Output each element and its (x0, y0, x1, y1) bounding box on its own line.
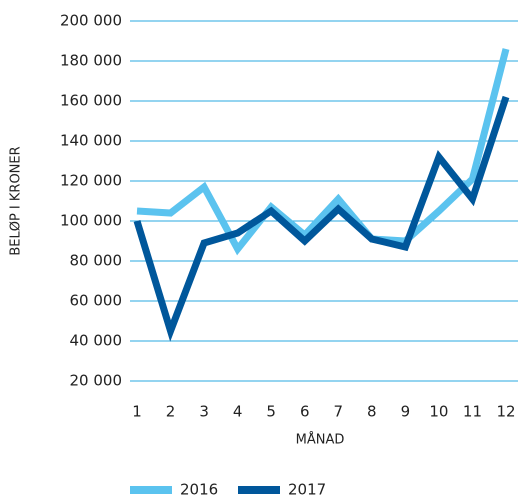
x-tick-label: 11 (463, 403, 482, 421)
y-tick-label: 20 000 (70, 372, 123, 390)
y-tick-label: 40 000 (70, 332, 123, 350)
y-tick-label: 200 000 (60, 12, 122, 30)
legend-label: 2016 (180, 481, 218, 499)
y-tick-label: 100 000 (60, 212, 122, 230)
y-tick-label: 160 000 (60, 92, 122, 110)
x-tick-label: 10 (429, 403, 448, 421)
legend-swatch (130, 486, 172, 494)
x-axis-label: MÅNAD (296, 432, 345, 448)
y-tick-label: 80 000 (70, 252, 123, 270)
y-tick-label: 140 000 (60, 132, 122, 150)
line-series (133, 95, 510, 342)
legend-label: 2017 (288, 481, 326, 499)
x-tick-label: 12 (496, 403, 515, 421)
x-tick-label: 6 (300, 403, 310, 421)
y-tick-label: 180 000 (60, 52, 122, 70)
x-tick-label: 9 (401, 403, 411, 421)
x-tick-label: 5 (266, 403, 276, 421)
x-tick-label: 1 (132, 403, 142, 421)
x-tick-label: 2 (166, 403, 176, 421)
x-tick-label: 8 (367, 403, 377, 421)
y-axis-label: BELØP I KRONER (9, 146, 24, 255)
x-tick-label: 3 (199, 403, 209, 421)
y-tick-label: 120 000 (60, 172, 122, 190)
line-series (136, 48, 510, 256)
y-tick-label: 60 000 (70, 292, 123, 310)
x-tick-label: 7 (333, 403, 343, 421)
x-tick-label: 4 (233, 403, 243, 421)
legend-swatch (238, 486, 280, 494)
